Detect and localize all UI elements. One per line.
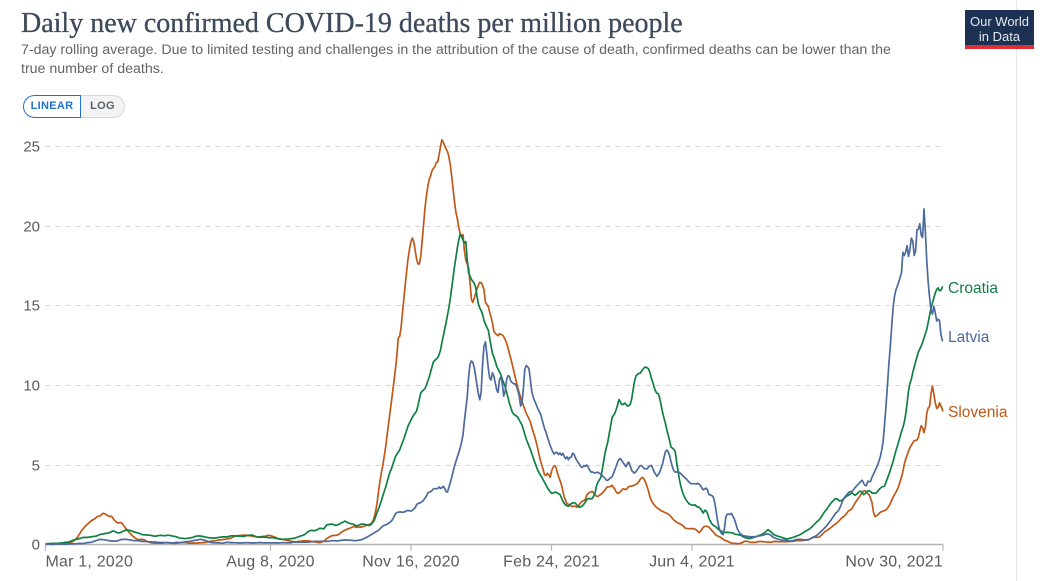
svg-text:Slovenia: Slovenia — [948, 404, 1008, 421]
svg-text:25: 25 — [23, 139, 40, 156]
svg-text:Croatia: Croatia — [948, 280, 998, 297]
svg-text:10: 10 — [23, 378, 40, 395]
svg-text:Aug 8, 2020: Aug 8, 2020 — [226, 554, 315, 571]
svg-text:20: 20 — [23, 219, 40, 236]
svg-text:0: 0 — [32, 537, 40, 554]
svg-text:Jun 4, 2021: Jun 4, 2021 — [649, 554, 735, 571]
svg-text:Feb 24, 2021: Feb 24, 2021 — [503, 554, 600, 571]
svg-text:Nov 30, 2021: Nov 30, 2021 — [845, 554, 943, 571]
svg-text:Nov 16, 2020: Nov 16, 2020 — [362, 554, 460, 571]
svg-text:15: 15 — [23, 298, 40, 315]
svg-text:Latvia: Latvia — [948, 329, 990, 346]
svg-text:5: 5 — [32, 458, 40, 475]
svg-text:Mar 1, 2020: Mar 1, 2020 — [46, 554, 134, 571]
